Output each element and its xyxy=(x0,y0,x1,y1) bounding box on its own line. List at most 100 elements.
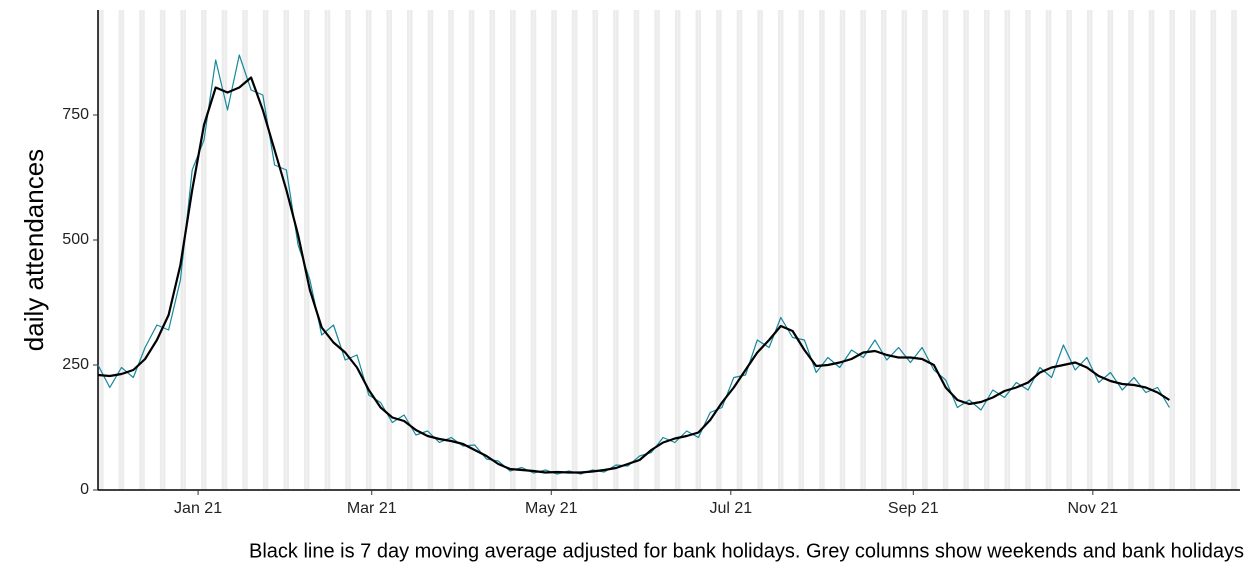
weekend-columns xyxy=(98,10,1237,490)
weekend-column xyxy=(365,10,369,490)
weekend-column xyxy=(430,10,434,490)
weekend-column xyxy=(1089,10,1093,490)
weekend-column xyxy=(407,10,410,490)
weekend-column xyxy=(1028,10,1031,490)
weekend-column xyxy=(571,10,575,490)
y-tick-label: 500 xyxy=(62,231,89,248)
x-tick-label: May 21 xyxy=(525,500,578,517)
weekend-column xyxy=(489,10,493,490)
weekend-column xyxy=(221,10,225,490)
weekend-column xyxy=(327,10,331,490)
weekend-column xyxy=(986,10,990,490)
weekend-column xyxy=(674,10,678,490)
weekend-column xyxy=(839,10,843,490)
weekend-column xyxy=(451,10,454,490)
weekend-column xyxy=(983,10,987,490)
weekend-column xyxy=(345,10,348,490)
weekend-column xyxy=(386,10,390,490)
weekend-column xyxy=(368,10,372,490)
weekend-column xyxy=(1234,10,1237,490)
weekend-column xyxy=(760,10,763,490)
weekend-column xyxy=(510,10,513,490)
weekend-column xyxy=(1086,10,1090,490)
weekend-column xyxy=(1045,10,1049,490)
caption: Black line is 7 day moving average adjus… xyxy=(249,540,1244,562)
weekend-column xyxy=(409,10,413,490)
weekend-column xyxy=(324,10,328,490)
weekend-column xyxy=(554,10,557,490)
weekend-column xyxy=(613,10,616,490)
weekend-column xyxy=(224,10,228,490)
weekend-column xyxy=(739,10,743,490)
x-tick-label: Nov 21 xyxy=(1067,500,1118,517)
weekend-column xyxy=(1213,10,1217,490)
y-tick-label: 750 xyxy=(62,106,89,123)
weekend-column xyxy=(1192,10,1196,490)
weekend-column xyxy=(1169,10,1173,490)
y-tick-label: 0 xyxy=(80,481,89,498)
weekend-column xyxy=(616,10,619,490)
weekend-column xyxy=(1231,10,1234,490)
weekend-column xyxy=(842,10,846,490)
weekend-column xyxy=(1048,10,1052,490)
weekend-column xyxy=(262,10,266,490)
weekend-column xyxy=(427,10,431,490)
weekend-column xyxy=(822,10,825,490)
weekend-column xyxy=(901,10,905,490)
x-tick-label: Sep 21 xyxy=(888,500,939,517)
weekend-column xyxy=(468,10,472,490)
weekend-column xyxy=(695,10,699,490)
weekend-column xyxy=(801,10,805,490)
weekend-column xyxy=(945,10,949,490)
weekend-column xyxy=(121,10,125,490)
x-tick-label: Mar 21 xyxy=(347,500,397,517)
weekend-column xyxy=(966,10,969,490)
x-tick-label: Jan 21 xyxy=(174,500,222,517)
weekend-column xyxy=(1007,10,1011,490)
weekend-column xyxy=(595,10,599,490)
weekend-column xyxy=(118,10,122,490)
weekend-column xyxy=(1189,10,1193,490)
weekend-column xyxy=(1107,10,1111,490)
weekend-column xyxy=(698,10,702,490)
weekend-column xyxy=(1004,10,1008,490)
weekend-column xyxy=(925,10,928,490)
weekend-column xyxy=(636,10,640,490)
weekend-column xyxy=(719,10,722,490)
x-tick-label: Jul 21 xyxy=(709,500,752,517)
weekend-column xyxy=(286,10,290,490)
weekend-column xyxy=(1025,10,1028,490)
weekend-column xyxy=(1128,10,1131,490)
weekend-column xyxy=(633,10,637,490)
weekend-column xyxy=(304,10,307,490)
weekend-column xyxy=(471,10,475,490)
weekend-column xyxy=(657,10,660,490)
weekend-column xyxy=(716,10,719,490)
weekend-column xyxy=(574,10,578,490)
weekend-column xyxy=(492,10,496,490)
weekend-column xyxy=(142,10,145,490)
weekend-column xyxy=(162,10,166,490)
weekend-column xyxy=(654,10,657,490)
weekend-column xyxy=(242,10,245,490)
weekend-column xyxy=(1110,10,1114,490)
weekend-column xyxy=(513,10,516,490)
y-tick-label: 250 xyxy=(62,356,89,373)
weekend-column xyxy=(448,10,451,490)
weekend-column xyxy=(533,10,537,490)
weekend-column xyxy=(904,10,908,490)
weekend-column xyxy=(757,10,760,490)
weekend-column xyxy=(1151,10,1155,490)
weekend-column xyxy=(1131,10,1134,490)
weekend-column xyxy=(159,10,163,490)
weekend-column xyxy=(139,10,142,490)
weekend-column xyxy=(551,10,554,490)
weekend-column xyxy=(1210,10,1214,490)
weekend-column xyxy=(863,10,866,490)
weekend-column xyxy=(1066,10,1069,490)
weekend-column xyxy=(348,10,351,490)
weekend-column xyxy=(530,10,534,490)
weekend-column xyxy=(942,10,946,490)
weekend-column xyxy=(883,10,887,490)
